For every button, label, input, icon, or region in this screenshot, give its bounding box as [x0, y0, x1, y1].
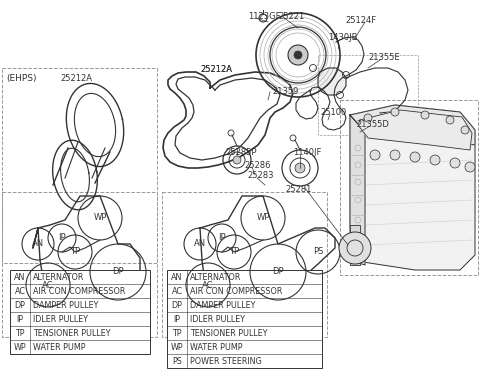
Text: TP: TP — [70, 248, 80, 256]
Circle shape — [391, 108, 399, 116]
Text: 25212A: 25212A — [200, 65, 232, 74]
Text: AIR CON COMPRESSOR: AIR CON COMPRESSOR — [33, 286, 125, 296]
Text: 21355E: 21355E — [368, 53, 400, 62]
Text: AC: AC — [14, 286, 25, 296]
Text: IP: IP — [173, 315, 180, 324]
Text: DAMPER PULLEY: DAMPER PULLEY — [190, 300, 255, 309]
Text: 25124F: 25124F — [345, 16, 376, 25]
Polygon shape — [350, 105, 475, 145]
Circle shape — [410, 152, 420, 162]
Circle shape — [339, 232, 371, 264]
Text: WP: WP — [93, 213, 107, 222]
Bar — [162, 192, 327, 337]
Circle shape — [295, 163, 305, 173]
Polygon shape — [318, 68, 346, 95]
Text: WP: WP — [14, 342, 26, 351]
Text: PS: PS — [313, 248, 323, 256]
Text: 1123GF: 1123GF — [248, 12, 280, 21]
Text: WATER PUMP: WATER PUMP — [190, 342, 242, 351]
Text: DP: DP — [171, 300, 182, 309]
Text: WP: WP — [256, 213, 270, 222]
Text: AN: AN — [194, 240, 206, 249]
Text: TP: TP — [229, 248, 239, 256]
Circle shape — [430, 155, 440, 165]
Text: AN: AN — [14, 273, 26, 282]
Text: 25221: 25221 — [278, 12, 304, 21]
Text: TP: TP — [172, 328, 182, 338]
Text: 25283: 25283 — [247, 171, 274, 180]
Text: IDLER PULLEY: IDLER PULLEY — [190, 315, 245, 324]
Text: PS: PS — [172, 357, 182, 366]
Polygon shape — [350, 105, 475, 270]
Text: 21355D: 21355D — [356, 120, 389, 129]
Circle shape — [364, 114, 372, 122]
Text: AIR CON COMPRESSOR: AIR CON COMPRESSOR — [190, 286, 282, 296]
Text: ALTERNATOR: ALTERNATOR — [190, 273, 241, 282]
Bar — [167, 270, 322, 368]
Bar — [2, 192, 157, 337]
Circle shape — [294, 51, 302, 59]
Circle shape — [465, 162, 475, 172]
Text: 1140JF: 1140JF — [293, 148, 322, 157]
Bar — [10, 270, 150, 354]
Text: IP: IP — [218, 234, 226, 243]
Text: AC: AC — [171, 286, 182, 296]
Text: WP: WP — [171, 342, 183, 351]
Text: POWER STEERING: POWER STEERING — [190, 357, 262, 366]
Circle shape — [450, 158, 460, 168]
Text: 25212A: 25212A — [60, 74, 92, 83]
Text: DP: DP — [14, 300, 25, 309]
Text: DAMPER PULLEY: DAMPER PULLEY — [33, 300, 98, 309]
Text: AC: AC — [202, 280, 214, 290]
Circle shape — [370, 150, 380, 160]
Polygon shape — [350, 115, 365, 265]
Circle shape — [421, 111, 429, 119]
Polygon shape — [358, 110, 472, 150]
Text: AN: AN — [171, 273, 183, 282]
Text: 25281: 25281 — [285, 185, 312, 194]
Text: 1430JB: 1430JB — [328, 33, 358, 42]
Text: WATER PUMP: WATER PUMP — [33, 342, 85, 351]
Circle shape — [461, 126, 469, 134]
Text: 25286: 25286 — [244, 161, 271, 170]
Text: (EHPS): (EHPS) — [6, 74, 36, 83]
Text: AC: AC — [42, 280, 54, 290]
Text: DP: DP — [112, 267, 124, 276]
Bar — [318, 55, 418, 135]
Text: TENSIONER PULLEY: TENSIONER PULLEY — [33, 328, 110, 338]
Text: DP: DP — [272, 267, 284, 276]
Circle shape — [390, 150, 400, 160]
Text: IP: IP — [58, 234, 66, 243]
Bar — [340, 100, 478, 275]
Circle shape — [288, 45, 308, 65]
Circle shape — [233, 156, 241, 164]
Text: 25100: 25100 — [320, 108, 346, 117]
Polygon shape — [350, 225, 360, 265]
Text: ALTERNATOR: ALTERNATOR — [33, 273, 84, 282]
Bar — [2, 68, 157, 263]
Text: 25285P: 25285P — [225, 148, 256, 157]
Circle shape — [446, 116, 454, 124]
Text: IP: IP — [16, 315, 24, 324]
Text: TP: TP — [15, 328, 25, 338]
Text: 21359: 21359 — [272, 87, 299, 96]
Text: AN: AN — [32, 240, 44, 249]
Text: TENSIONER PULLEY: TENSIONER PULLEY — [190, 328, 267, 338]
Text: IDLER PULLEY: IDLER PULLEY — [33, 315, 88, 324]
Text: 25212A: 25212A — [200, 65, 232, 74]
